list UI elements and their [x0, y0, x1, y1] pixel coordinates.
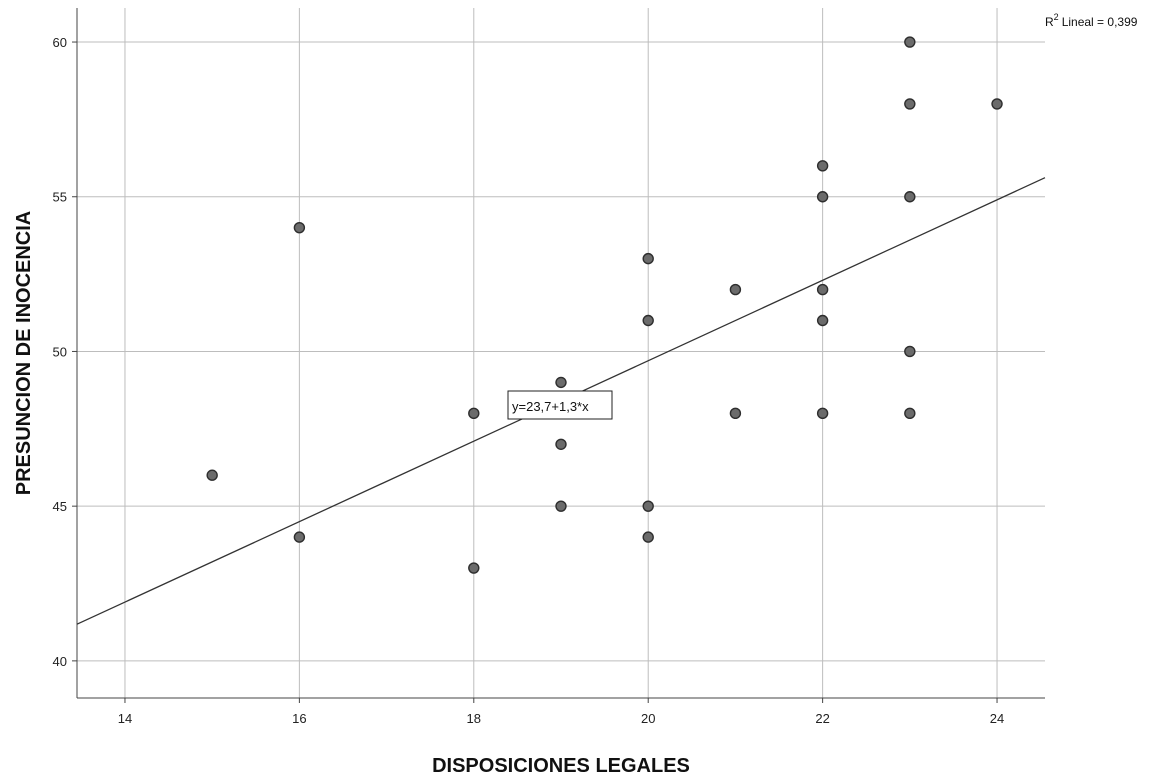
grid-lines [77, 8, 1045, 698]
y-tick-label: 55 [53, 190, 67, 205]
equation-label: y=23,7+1,3*x [507, 390, 613, 420]
x-tick-label: 22 [815, 711, 829, 726]
data-point [642, 252, 654, 265]
data-point [293, 221, 306, 234]
r2-label: R2 Lineal = 0,399 [1045, 12, 1138, 29]
equation-text: y=23,7+1,3*x [512, 399, 589, 414]
data-point [642, 314, 654, 327]
data-point [904, 36, 916, 48]
data-point [904, 191, 916, 203]
data-point [729, 283, 742, 296]
data-point [293, 531, 306, 543]
data-point [816, 283, 829, 296]
data-point [991, 98, 1003, 110]
data-point [904, 345, 916, 358]
y-axis-title: PRESUNCION DE INOCENCIA [13, 211, 35, 495]
data-point [642, 500, 654, 512]
data-point [904, 98, 916, 110]
x-tick-label: 24 [990, 711, 1004, 726]
data-point [468, 562, 480, 574]
data-point [555, 376, 567, 389]
y-tick-label: 60 [53, 35, 67, 50]
data-point [816, 191, 829, 203]
data-point [816, 160, 829, 172]
data-point [555, 500, 567, 512]
x-tick-label: 14 [118, 711, 132, 726]
data-point [206, 469, 218, 481]
axis-ticks: 14 16 18 20 22 24 40 45 50 55 60 [53, 35, 1005, 726]
x-axis-title: DISPOSICIONES LEGALES [432, 755, 690, 776]
y-tick-label: 50 [53, 344, 67, 359]
data-points [206, 36, 1003, 574]
x-tick-label: 18 [467, 711, 481, 726]
data-point [816, 407, 829, 420]
data-point [729, 407, 742, 420]
data-point [642, 531, 654, 543]
x-tick-label: 20 [641, 711, 655, 726]
data-point [816, 314, 829, 327]
data-point [555, 438, 567, 450]
data-point [904, 407, 916, 420]
y-tick-label: 45 [53, 499, 67, 514]
x-tick-label: 16 [292, 711, 306, 726]
data-point [468, 407, 480, 420]
y-tick-label: 40 [53, 654, 67, 669]
